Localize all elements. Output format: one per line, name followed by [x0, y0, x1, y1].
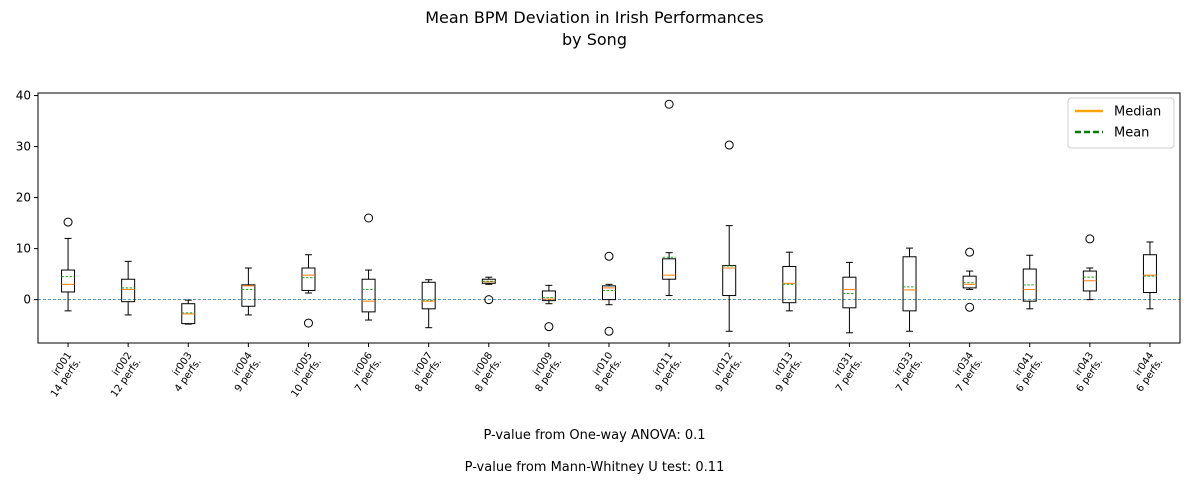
legend-label: Mean [1114, 126, 1149, 141]
x-tick-label: ir0347 perfs. [945, 350, 985, 394]
outlier-point [1085, 234, 1095, 244]
x-tick-label: ir0049 perfs. [224, 350, 264, 394]
plot-frame [37, 92, 1181, 344]
outlier-point [303, 318, 313, 328]
x-tick-label: ir0337 perfs. [885, 350, 925, 394]
x-tick-label: ir0034 perfs. [164, 350, 204, 394]
x-tick-label: ir0098 perfs. [525, 350, 565, 394]
x-tick-label: ir0129 perfs. [705, 350, 745, 394]
box-iqr [121, 278, 136, 303]
box-iqr [301, 267, 316, 291]
outlier-point [724, 140, 734, 150]
box-iqr [241, 284, 256, 307]
box-iqr [842, 276, 857, 309]
x-tick-label: ir0088 perfs. [464, 350, 504, 394]
box-iqr [662, 258, 677, 280]
outlier-point [604, 251, 614, 261]
x-tick-label: ir0446 perfs. [1126, 350, 1166, 394]
outlier-point [544, 322, 554, 332]
box-iqr [902, 256, 917, 312]
x-tick-label: ir0317 perfs. [825, 350, 865, 394]
x-tick-label: ir0067 perfs. [344, 350, 384, 394]
y-tick-label: 40 [16, 89, 31, 103]
y-tick-label: 0 [23, 293, 31, 307]
mannwhitney-pvalue-text: P-value from Mann-Whitney U test: 0.11 [464, 460, 725, 475]
chart-title-line1: Mean BPM Deviation in Irish Performances [425, 8, 764, 27]
box-iqr [421, 281, 436, 310]
x-tick-label: ir00212 perfs. [100, 350, 144, 399]
outlier-point [965, 302, 975, 312]
outlier-point [364, 213, 374, 223]
outlier-point [965, 247, 975, 257]
box-iqr [1142, 254, 1157, 293]
box-iqr [541, 290, 556, 302]
x-tick-label: ir0436 perfs. [1065, 350, 1105, 394]
outlier-point [63, 217, 73, 227]
box-iqr [602, 285, 616, 301]
y-tick-label: 20 [16, 191, 31, 205]
y-tick-label: 10 [16, 242, 31, 256]
box-iqr [962, 275, 977, 289]
box-iqr [361, 278, 376, 313]
chart-title-line2: by Song [562, 30, 627, 49]
x-tick-label: ir0078 perfs. [404, 350, 444, 394]
x-tick-label: ir00510 perfs. [280, 350, 324, 399]
box-iqr [722, 264, 737, 297]
legend-label: Median [1114, 105, 1161, 120]
x-tick-label: ir00114 perfs. [40, 350, 84, 399]
x-tick-label: ir0416 perfs. [1005, 350, 1045, 394]
outlier-point [484, 295, 494, 305]
outlier-point [604, 326, 614, 336]
y-tick-label: 30 [16, 140, 31, 154]
outlier-point [664, 99, 674, 109]
box-iqr [61, 269, 76, 293]
x-tick-label: ir0119 perfs. [645, 350, 685, 394]
x-tick-label: ir0139 perfs. [765, 350, 805, 394]
x-tick-label: ir0108 perfs. [585, 350, 625, 394]
anova-pvalue-text: P-value from One-way ANOVA: 0.1 [483, 428, 706, 443]
